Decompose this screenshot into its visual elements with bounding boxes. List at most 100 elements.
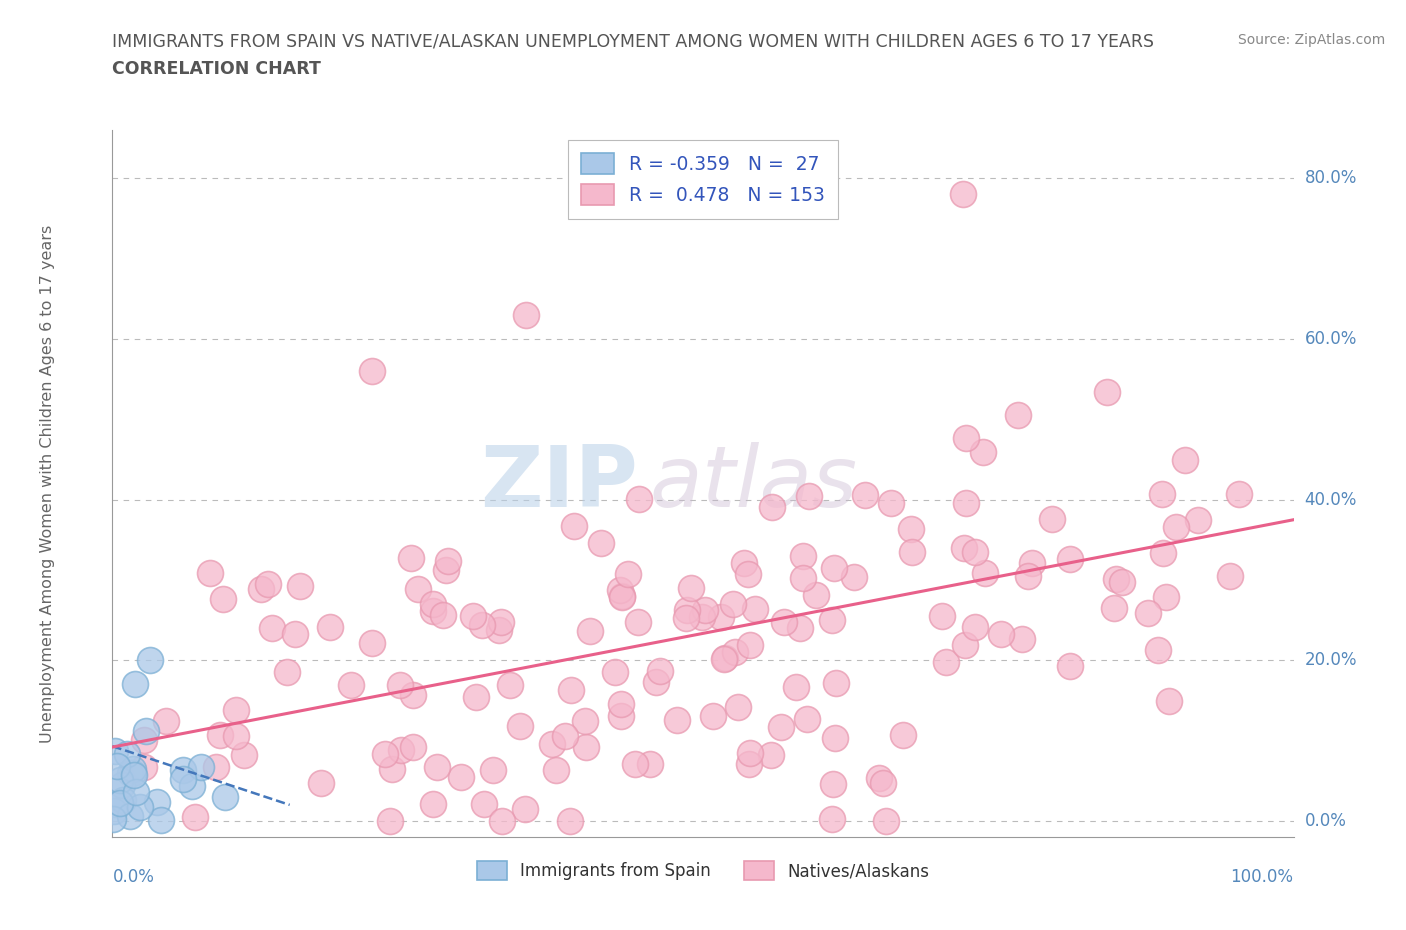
Point: [172, 772, 194, 787]
Point: [198, 565, 221, 580]
Point: [190, 760, 212, 775]
Point: [104, 796, 127, 811]
Point: [638, 756, 661, 771]
Point: [401, 740, 423, 755]
Point: [875, 813, 897, 828]
Point: [471, 618, 494, 632]
Point: [103, 811, 125, 826]
Point: [461, 608, 484, 623]
Point: [1174, 453, 1197, 468]
Point: [955, 431, 977, 445]
Point: [472, 797, 495, 812]
Point: [1154, 589, 1177, 604]
Point: [128, 799, 150, 814]
Point: [257, 577, 280, 591]
Point: [122, 765, 145, 780]
Point: [1152, 546, 1174, 561]
Point: [146, 794, 169, 809]
Point: [450, 770, 472, 785]
Point: [132, 733, 155, 748]
Point: [853, 487, 876, 502]
Point: [666, 712, 689, 727]
Point: [737, 566, 759, 581]
Point: [120, 808, 142, 823]
Point: [709, 609, 731, 624]
Point: [361, 636, 384, 651]
Point: [1147, 643, 1170, 658]
Point: [378, 814, 401, 829]
Point: [690, 610, 713, 625]
Point: [575, 740, 598, 755]
Point: [797, 488, 820, 503]
Point: [233, 747, 256, 762]
Point: [309, 776, 332, 790]
Point: [792, 549, 814, 564]
Point: [434, 562, 457, 577]
Point: [124, 677, 146, 692]
Point: [509, 719, 531, 734]
Point: [702, 709, 724, 724]
Point: [103, 804, 125, 818]
Point: [132, 760, 155, 775]
Point: [491, 814, 513, 829]
Point: [489, 615, 512, 630]
Point: [821, 777, 844, 791]
Point: [149, 812, 172, 827]
Point: [541, 737, 564, 751]
Point: [361, 364, 384, 379]
Point: [610, 697, 633, 711]
Point: [388, 677, 411, 692]
Point: [738, 637, 761, 652]
Point: [963, 545, 986, 560]
Point: [824, 731, 846, 746]
Point: [842, 570, 865, 585]
Point: [422, 604, 444, 618]
Point: [574, 713, 596, 728]
Point: [1059, 658, 1081, 673]
Point: [284, 627, 307, 642]
Text: 80.0%: 80.0%: [1305, 169, 1357, 187]
Point: [953, 637, 976, 652]
Text: ZIP: ZIP: [481, 442, 638, 525]
Point: [1021, 556, 1043, 571]
Point: [773, 614, 796, 629]
Point: [276, 665, 298, 680]
Point: [645, 674, 668, 689]
Point: [733, 556, 755, 571]
Point: [1011, 631, 1033, 646]
Point: [868, 771, 890, 786]
Point: [676, 603, 699, 618]
Point: [402, 687, 425, 702]
Point: [288, 578, 311, 593]
Point: [437, 554, 460, 569]
Text: 0.0%: 0.0%: [112, 868, 155, 885]
Text: 60.0%: 60.0%: [1305, 330, 1357, 348]
Point: [792, 571, 814, 586]
Text: 40.0%: 40.0%: [1305, 491, 1357, 509]
Point: [821, 612, 844, 627]
Point: [515, 802, 537, 817]
Point: [155, 713, 177, 728]
Point: [406, 581, 429, 596]
Text: 100.0%: 100.0%: [1230, 868, 1294, 885]
Point: [1105, 572, 1128, 587]
Point: [560, 683, 582, 698]
Point: [624, 757, 647, 772]
Point: [761, 499, 783, 514]
Point: [579, 623, 602, 638]
Point: [135, 724, 157, 738]
Point: [1219, 569, 1241, 584]
Point: [340, 678, 363, 693]
Point: [738, 746, 761, 761]
Point: [515, 308, 537, 323]
Point: [124, 767, 146, 782]
Point: [122, 762, 145, 777]
Point: [796, 711, 818, 726]
Point: [806, 588, 828, 603]
Legend: Immigrants from Spain, Natives/Alaskans: Immigrants from Spain, Natives/Alaskans: [468, 853, 938, 889]
Point: [1097, 385, 1119, 400]
Point: [650, 664, 672, 679]
Point: [769, 719, 792, 734]
Point: [713, 651, 735, 666]
Point: [432, 608, 454, 623]
